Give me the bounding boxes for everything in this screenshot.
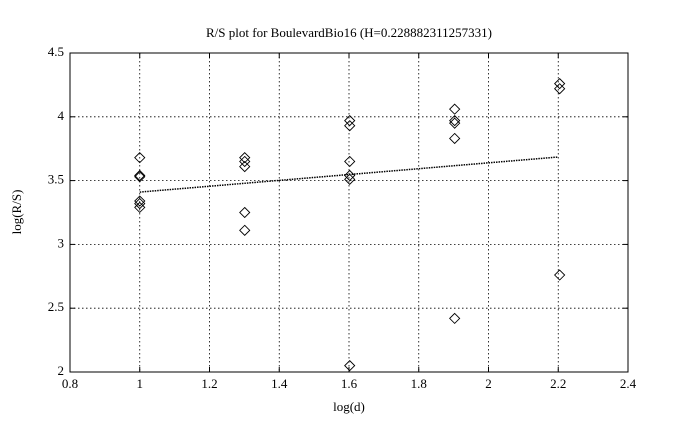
x-axis-label: log(d) <box>333 399 365 414</box>
point <box>554 83 566 95</box>
point <box>554 77 566 90</box>
point <box>449 312 461 325</box>
y-tick-label: 2 <box>58 363 65 378</box>
chart-title: R/S plot for BoulevardBio16 (H=0.2288823… <box>206 25 492 40</box>
x-tick-label: 1 <box>137 376 144 391</box>
x-tick-label: 2.2 <box>550 376 566 391</box>
plot-frame <box>69 52 629 373</box>
x-tick-label: 2.4 <box>620 376 637 391</box>
point <box>344 169 356 182</box>
y-tick-label: 4.5 <box>48 44 64 59</box>
point <box>134 201 146 214</box>
x-tick-label: 0.8 <box>62 376 78 391</box>
x-tick-label: 2 <box>485 376 492 391</box>
point <box>239 224 251 237</box>
point <box>134 195 146 207</box>
x-tick-label: 1.4 <box>271 376 288 391</box>
point <box>344 155 356 168</box>
point <box>134 151 146 164</box>
point <box>344 120 356 132</box>
point <box>344 173 356 185</box>
point <box>344 114 356 127</box>
point <box>134 169 146 182</box>
point <box>134 171 146 183</box>
y-tick-label: 2.5 <box>48 299 64 314</box>
point <box>239 160 251 173</box>
point <box>344 359 356 372</box>
y-tick-label: 3.5 <box>48 172 64 187</box>
y-tick-label: 4 <box>58 108 65 123</box>
point <box>449 114 461 127</box>
point <box>449 132 461 145</box>
x-tick-label: 1.2 <box>201 376 217 391</box>
y-axis-label: log(R/S) <box>9 190 24 235</box>
x-tick-label: 1.6 <box>341 376 358 391</box>
point <box>239 155 251 168</box>
y-tick-label: 3 <box>58 235 65 250</box>
point <box>239 151 251 164</box>
x-tick-label: 1.8 <box>411 376 427 391</box>
point <box>449 117 461 129</box>
point <box>554 269 566 281</box>
point <box>134 197 146 210</box>
point <box>239 206 251 219</box>
point <box>449 103 461 115</box>
